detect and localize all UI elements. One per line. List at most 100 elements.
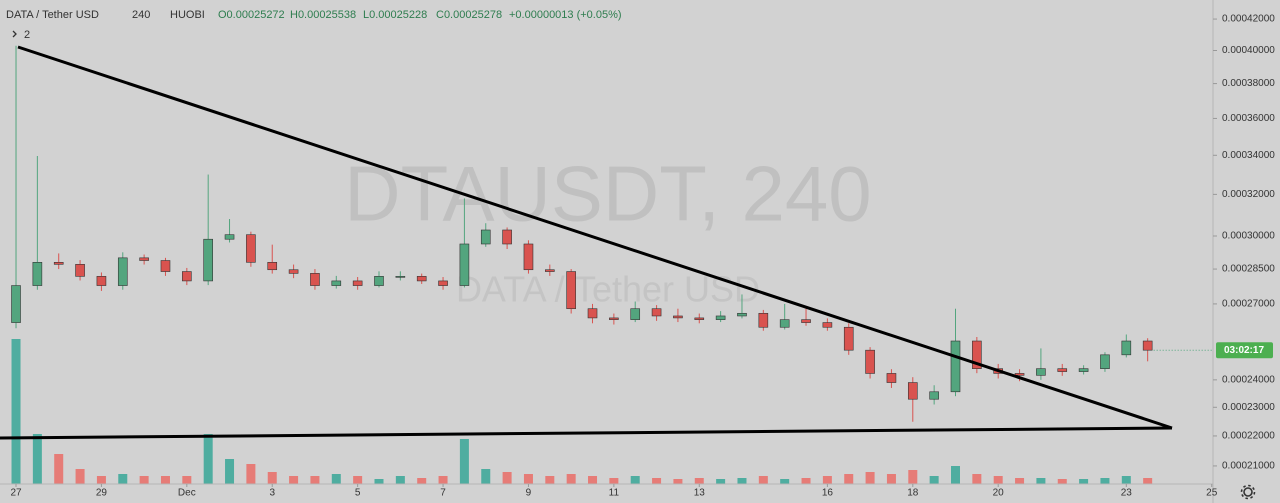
volume-bar bbox=[1079, 479, 1089, 484]
watermark: DTAUSDT, 240 bbox=[344, 150, 871, 238]
volume-bar bbox=[75, 469, 85, 484]
candle-body bbox=[459, 243, 470, 286]
candle-body bbox=[865, 349, 875, 374]
trend-line[interactable] bbox=[0, 426, 1173, 440]
y-tick-label: 0.00023000 bbox=[1222, 402, 1275, 413]
candle-body bbox=[96, 276, 107, 286]
volume-bar bbox=[246, 464, 256, 484]
volume-bar bbox=[54, 454, 64, 484]
x-tick-label: 7 bbox=[440, 488, 446, 499]
volume-bar bbox=[822, 476, 832, 484]
gear-teeth[interactable] bbox=[1240, 484, 1256, 500]
y-tick-label: 0.00042000 bbox=[1222, 14, 1275, 25]
volume-bar bbox=[545, 476, 555, 484]
candle-body bbox=[950, 340, 961, 393]
candle-body bbox=[779, 319, 790, 328]
volume-bar bbox=[673, 479, 683, 484]
gear[interactable] bbox=[1243, 487, 1253, 497]
volume-bar bbox=[716, 479, 726, 484]
candle-body bbox=[139, 257, 149, 261]
candle-body bbox=[972, 340, 982, 369]
candle-body bbox=[609, 317, 619, 320]
ohlc-change: +0.00000013 (+0.05%) bbox=[509, 9, 622, 21]
x-tick-label: 18 bbox=[907, 488, 919, 499]
symbol[interactable]: DATA / Tether USD bbox=[6, 9, 99, 21]
volume-bar bbox=[395, 476, 405, 484]
volume-bar bbox=[182, 476, 192, 484]
x-tick-label: Dec bbox=[178, 488, 196, 499]
y-tick-label: 0.00022000 bbox=[1222, 431, 1275, 442]
legend: DATA / Tether USD 240 HUOBI O0.00025272 … bbox=[6, 9, 622, 41]
candle-body bbox=[545, 269, 555, 272]
candle-body bbox=[32, 262, 43, 286]
candle-body bbox=[182, 271, 192, 282]
volume-bar bbox=[203, 434, 213, 484]
volume-bar bbox=[310, 476, 320, 484]
y-tick-label: 0.00024000 bbox=[1222, 374, 1275, 385]
candle-body bbox=[630, 308, 641, 320]
x-tick-label: 25 bbox=[1206, 488, 1218, 499]
candle-body bbox=[843, 326, 854, 351]
x-tick-label: 29 bbox=[96, 488, 108, 499]
volume-bar bbox=[630, 476, 640, 484]
countdown-badge bbox=[1216, 342, 1273, 359]
candle-body bbox=[651, 308, 662, 317]
volume-bar bbox=[566, 474, 576, 484]
y-tick-label: 0.00030000 bbox=[1222, 231, 1275, 242]
x-tick-label: 5 bbox=[355, 488, 361, 499]
collapse-toggle[interactable] bbox=[12, 30, 17, 38]
volume-bar bbox=[267, 472, 277, 484]
volume-bar bbox=[950, 466, 960, 484]
volume-bar bbox=[32, 434, 42, 484]
candle-body bbox=[267, 262, 278, 271]
volume-bar bbox=[374, 479, 384, 484]
ohlc-close: C0.00025278 bbox=[436, 9, 502, 21]
volume-bar bbox=[118, 474, 128, 484]
settings-icon[interactable] bbox=[1240, 484, 1256, 500]
volume-bar bbox=[331, 474, 341, 484]
candle-body bbox=[502, 229, 512, 245]
candle-body bbox=[1014, 373, 1025, 376]
candle-body bbox=[929, 391, 939, 400]
volume-bar bbox=[1100, 478, 1110, 484]
y-tick-label: 0.00032000 bbox=[1222, 189, 1275, 200]
candle-body bbox=[694, 317, 705, 320]
candle-body bbox=[416, 276, 427, 282]
candle-body bbox=[331, 280, 342, 286]
x-tick-label: 3 bbox=[269, 488, 275, 499]
volume-bar bbox=[993, 476, 1003, 484]
candle-body bbox=[673, 315, 683, 319]
indicator-count[interactable]: 2 bbox=[24, 29, 30, 41]
volume-bar bbox=[1015, 478, 1025, 484]
candle-body bbox=[246, 234, 256, 263]
ohlc-open: O0.00025272 bbox=[218, 9, 285, 21]
volume-bar bbox=[502, 472, 512, 484]
volume-bar bbox=[459, 439, 469, 484]
volume-bar bbox=[160, 476, 170, 484]
volume-bar bbox=[694, 478, 704, 484]
volume-bar bbox=[523, 474, 533, 484]
plot-area bbox=[11, 45, 1153, 484]
x-tick-label: 16 bbox=[822, 488, 834, 499]
x-tick-label: 9 bbox=[526, 488, 532, 499]
candle-body bbox=[907, 382, 918, 400]
candle-body bbox=[11, 285, 21, 323]
volume-bar bbox=[780, 479, 790, 484]
candle-body bbox=[1100, 354, 1110, 369]
candle-body bbox=[886, 373, 897, 383]
volume-bar bbox=[652, 478, 662, 484]
candle-body bbox=[1057, 368, 1068, 372]
candle-body bbox=[801, 319, 811, 323]
volume-bar bbox=[1121, 476, 1131, 484]
volume-bar bbox=[481, 469, 491, 484]
candle-body bbox=[587, 308, 598, 319]
volume-bar bbox=[1143, 478, 1153, 484]
candle-body bbox=[395, 276, 406, 278]
trend-line[interactable] bbox=[17, 45, 1173, 430]
countdown-label: 03:02:17 bbox=[1224, 345, 1264, 356]
volume-bar bbox=[758, 476, 768, 484]
volume-bar bbox=[417, 478, 427, 484]
x-tick-label: 20 bbox=[993, 488, 1005, 499]
watermark-sub: DATA / Tether USD bbox=[456, 269, 760, 310]
